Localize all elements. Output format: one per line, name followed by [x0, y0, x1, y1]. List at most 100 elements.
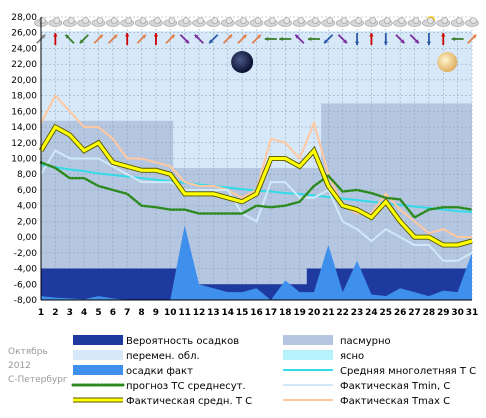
wind-arrow-icon [369, 33, 374, 45]
legend-item-partly: перемен. обл. [73, 350, 200, 362]
x-tick-label: 31 [466, 308, 479, 318]
wind-arrow-icon [93, 34, 104, 44]
cloud-icon [91, 17, 106, 27]
caption-year: 2012 [8, 361, 31, 371]
cloud-icon [350, 17, 364, 27]
weather-icons-row [34, 16, 479, 73]
caption-month: Октябрь [8, 347, 48, 357]
y-tick-label: 6,00 [17, 186, 37, 196]
legend-item-prob: Вероятность осадков [73, 335, 239, 347]
wind-arrow-icon [153, 33, 159, 45]
y-tick-label: 12,00 [11, 139, 37, 149]
wind-arrow-icon [194, 34, 204, 44]
legend-swatch [73, 365, 123, 375]
x-tick-label: 1 [38, 308, 44, 318]
wind-arrow-icon [307, 36, 320, 42]
x-tick-label: 7 [124, 308, 130, 318]
legend-item-climate: Средняя многолетняя Т С [283, 366, 476, 377]
legend-item-overcast: пасмурно [283, 335, 391, 347]
wind-arrow-icon [323, 34, 334, 44]
cloud-icon [335, 17, 350, 27]
y-tick-label: 8,00 [17, 170, 37, 180]
legend-item-tavg: Фактическая средн. Т С [73, 396, 252, 407]
x-tick-label: 11 [178, 308, 191, 318]
x-tick-label: 20 [308, 308, 321, 318]
wind-arrow-icon [251, 34, 262, 44]
overcast-band [321, 103, 472, 300]
legend-label: перемен. обл. [126, 351, 200, 362]
y-tick-label: 16,00 [11, 107, 37, 117]
cloud-icon [62, 17, 77, 27]
x-tick-label: 12 [193, 308, 206, 318]
axes: -8,00 -6,00 -4,00 -2,00 0,00 2,00 4,00 6,00 8,00… [11, 13, 478, 318]
x-tick-label: 4 [81, 308, 87, 318]
wind-arrow-icon [395, 34, 406, 44]
forecast-line [39, 161, 474, 220]
wind-arrow-icon [165, 34, 176, 44]
x-tick-label: 23 [351, 308, 364, 318]
cloud-icon [393, 17, 407, 27]
cloud-icon [206, 17, 221, 27]
x-tick-label: 6 [110, 308, 116, 318]
temperature-lines [38, 93, 474, 262]
full-moon-icon [437, 52, 458, 72]
legend-label: ясно [340, 351, 364, 362]
wind-arrow-icon [409, 34, 420, 44]
new-moon-icon [231, 51, 254, 73]
wind-arrow-icon [451, 36, 464, 42]
x-tick-label: 17 [265, 308, 278, 318]
cloud-icon [235, 17, 249, 27]
x-tick-label: 5 [95, 308, 101, 318]
legend-item-precip: осадки факт [73, 365, 193, 377]
x-tick-label: 8 [138, 308, 144, 318]
wind-arrow-icon [136, 34, 147, 44]
legend-label: Фактическая Tmin, C [340, 381, 450, 392]
legend-item-tmin: Фактическая Tmin, C [283, 381, 450, 392]
legend-label: осадки факт [126, 366, 193, 377]
x-tick-label: 10 [164, 308, 177, 318]
cloud-icon [163, 17, 178, 27]
y-tick-label: 18,00 [11, 92, 37, 102]
x-tick-label: 3 [67, 308, 73, 318]
wind-arrow-icon [222, 34, 233, 44]
legend-item-clear: ясно [283, 350, 364, 362]
x-tick-label: 9 [153, 308, 159, 318]
x-tick-label: 16 [250, 308, 263, 318]
tmin-line [40, 149, 473, 262]
wind-arrow-icon [441, 33, 446, 45]
x-tick-label: 29 [437, 308, 450, 318]
x-tick-label: 26 [394, 308, 407, 318]
precip-actual-area [41, 225, 472, 300]
cloud-icon [407, 17, 422, 27]
caption: Октябрь 2012 С-Петербург [8, 347, 68, 385]
y-tick-label: 24,00 [11, 44, 37, 54]
x-tick-label: 25 [380, 308, 393, 318]
x-tick-label: 2 [52, 308, 58, 318]
legend-label: пасмурно [340, 336, 391, 347]
legend-label: Вероятность осадков [126, 336, 239, 347]
legend-item-forecast: прогноз ТС среднесут. [71, 381, 246, 392]
legend-swatch [283, 350, 333, 360]
tavg-line [39, 124, 473, 247]
legend-label: прогноз ТС среднесут. [126, 381, 246, 392]
cloud-icon [134, 17, 149, 27]
caption-city: С-Петербург [8, 375, 68, 385]
cloud-icon [149, 17, 163, 27]
x-tick-label: 15 [236, 308, 249, 318]
legend-swatch [73, 335, 123, 345]
y-tick-label: 2,00 [17, 217, 37, 227]
cloud-icon [278, 17, 293, 27]
wind-arrow-icon [279, 36, 292, 42]
cloud-icon [48, 17, 63, 27]
wind-arrow-icon [79, 34, 89, 44]
y-tick-label: -8,00 [14, 296, 38, 306]
x-tick-label: 24 [365, 308, 378, 318]
y-tick-label: -2,00 [14, 249, 38, 259]
cloud-icon [378, 17, 393, 27]
wind-arrow-icon [237, 34, 248, 44]
cloud-icon [364, 17, 379, 27]
wind-arrow-icon [179, 34, 190, 44]
x-tick-label: 28 [423, 308, 436, 318]
cloud-icon [77, 17, 91, 27]
